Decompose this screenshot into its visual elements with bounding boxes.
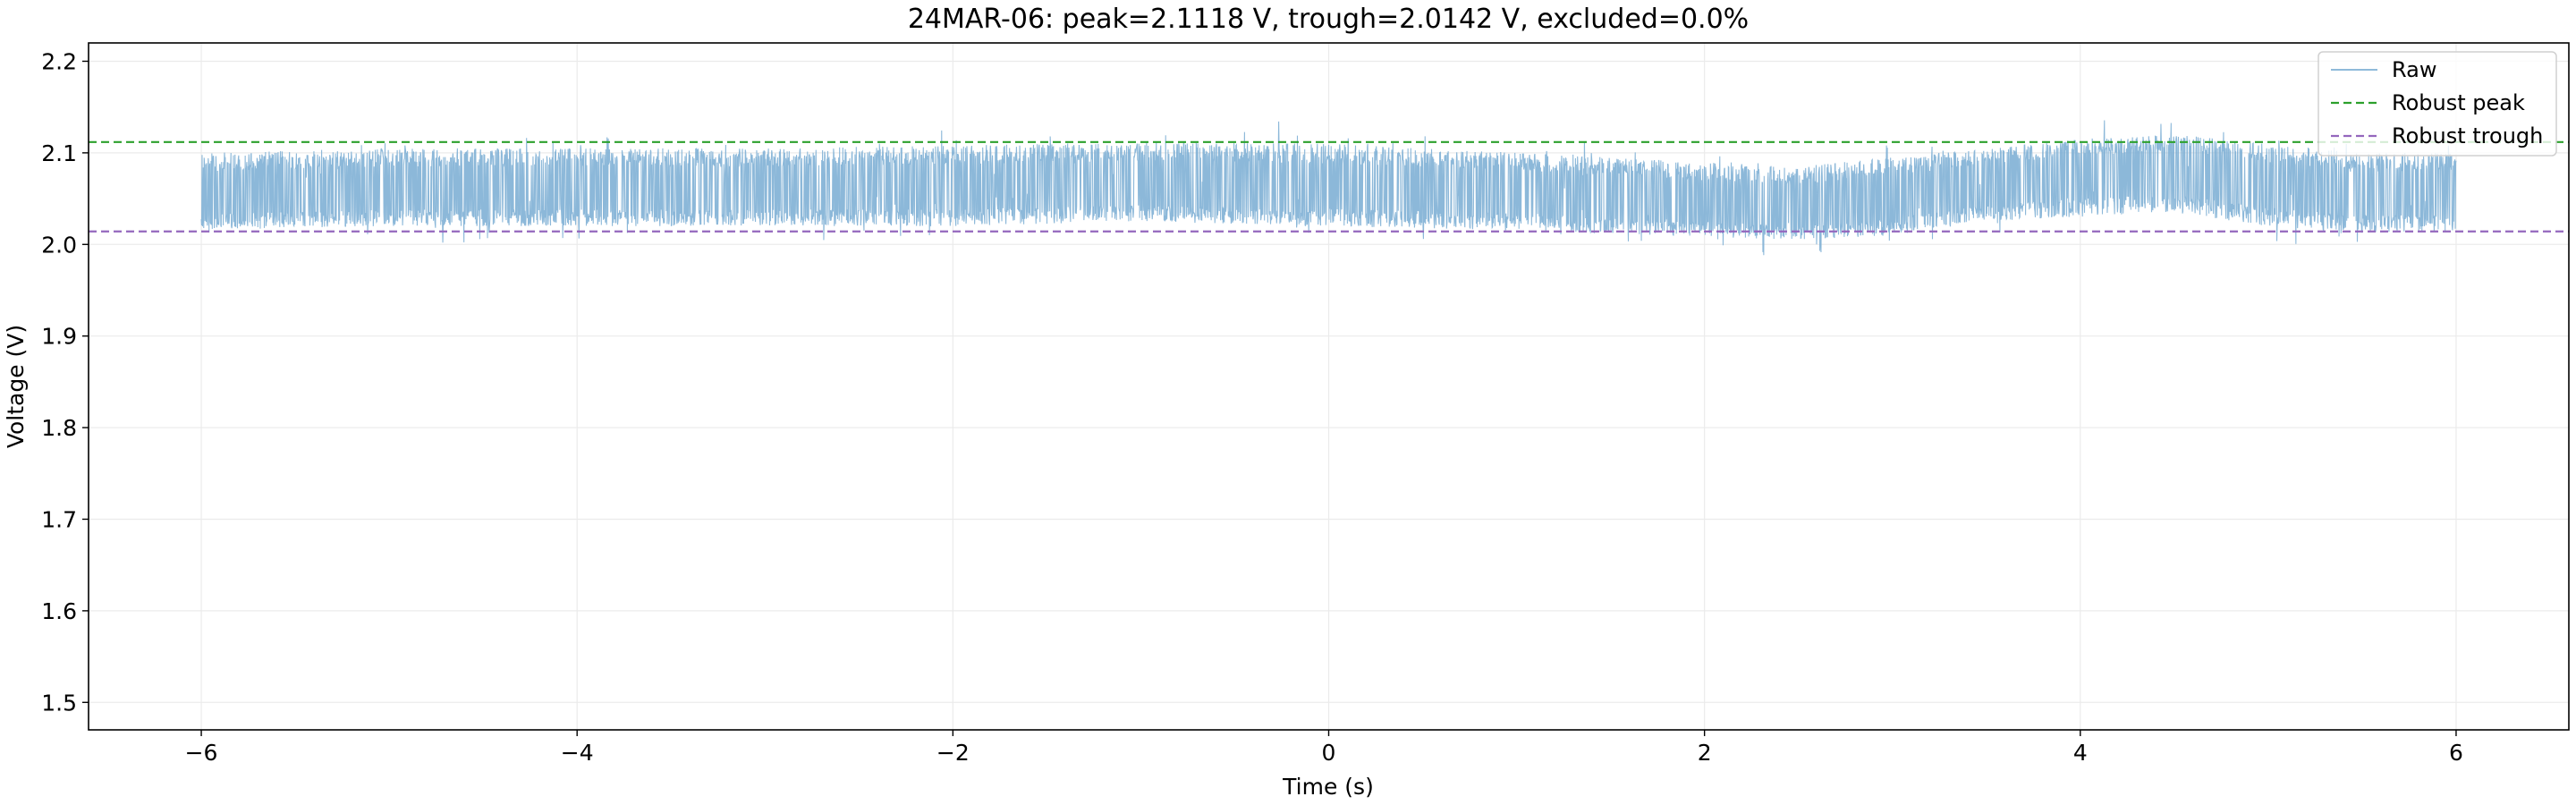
x-tick-label: 2	[1698, 740, 1712, 766]
x-tick-label: −6	[185, 740, 218, 766]
y-tick-label: 2.1	[41, 140, 77, 166]
y-axis-ticks: 1.5 1.6 1.7 1.8 1.9 2.0 2.1 2.2	[41, 48, 89, 716]
y-tick-label: 1.8	[41, 415, 77, 441]
legend-box	[2318, 51, 2557, 157]
series-raw-line	[200, 120, 2457, 256]
y-tick-label: 1.6	[41, 598, 77, 624]
legend-label-raw: Raw	[2392, 57, 2436, 82]
x-tick-label: −4	[561, 740, 594, 766]
series-layer	[200, 120, 2457, 256]
y-tick-label: 1.9	[41, 324, 77, 350]
x-tick-label: 6	[2449, 740, 2463, 766]
reference-lines	[89, 140, 2569, 233]
legend-label-robust-peak: Robust peak	[2392, 90, 2525, 115]
legend: Raw Robust peak Robust trough	[2318, 51, 2557, 157]
x-axis-label: Time (s)	[1282, 774, 1374, 800]
y-tick-label: 1.5	[41, 690, 77, 716]
y-tick-label: 1.7	[41, 506, 77, 532]
x-axis-ticks: −6 −4 −2 0 2 4 6	[185, 730, 2463, 766]
y-tick-label: 2.0	[41, 232, 77, 258]
x-tick-label: 0	[1322, 740, 1336, 766]
y-tick-label: 2.2	[41, 48, 77, 74]
x-tick-label: 4	[2073, 740, 2088, 766]
y-axis-label: Voltage (V)	[3, 325, 29, 448]
x-tick-label: −2	[936, 740, 970, 766]
chart-title: 24MAR-06: peak=2.1118 V, trough=2.0142 V…	[908, 4, 1749, 35]
legend-label-robust-trough: Robust trough	[2392, 123, 2543, 148]
